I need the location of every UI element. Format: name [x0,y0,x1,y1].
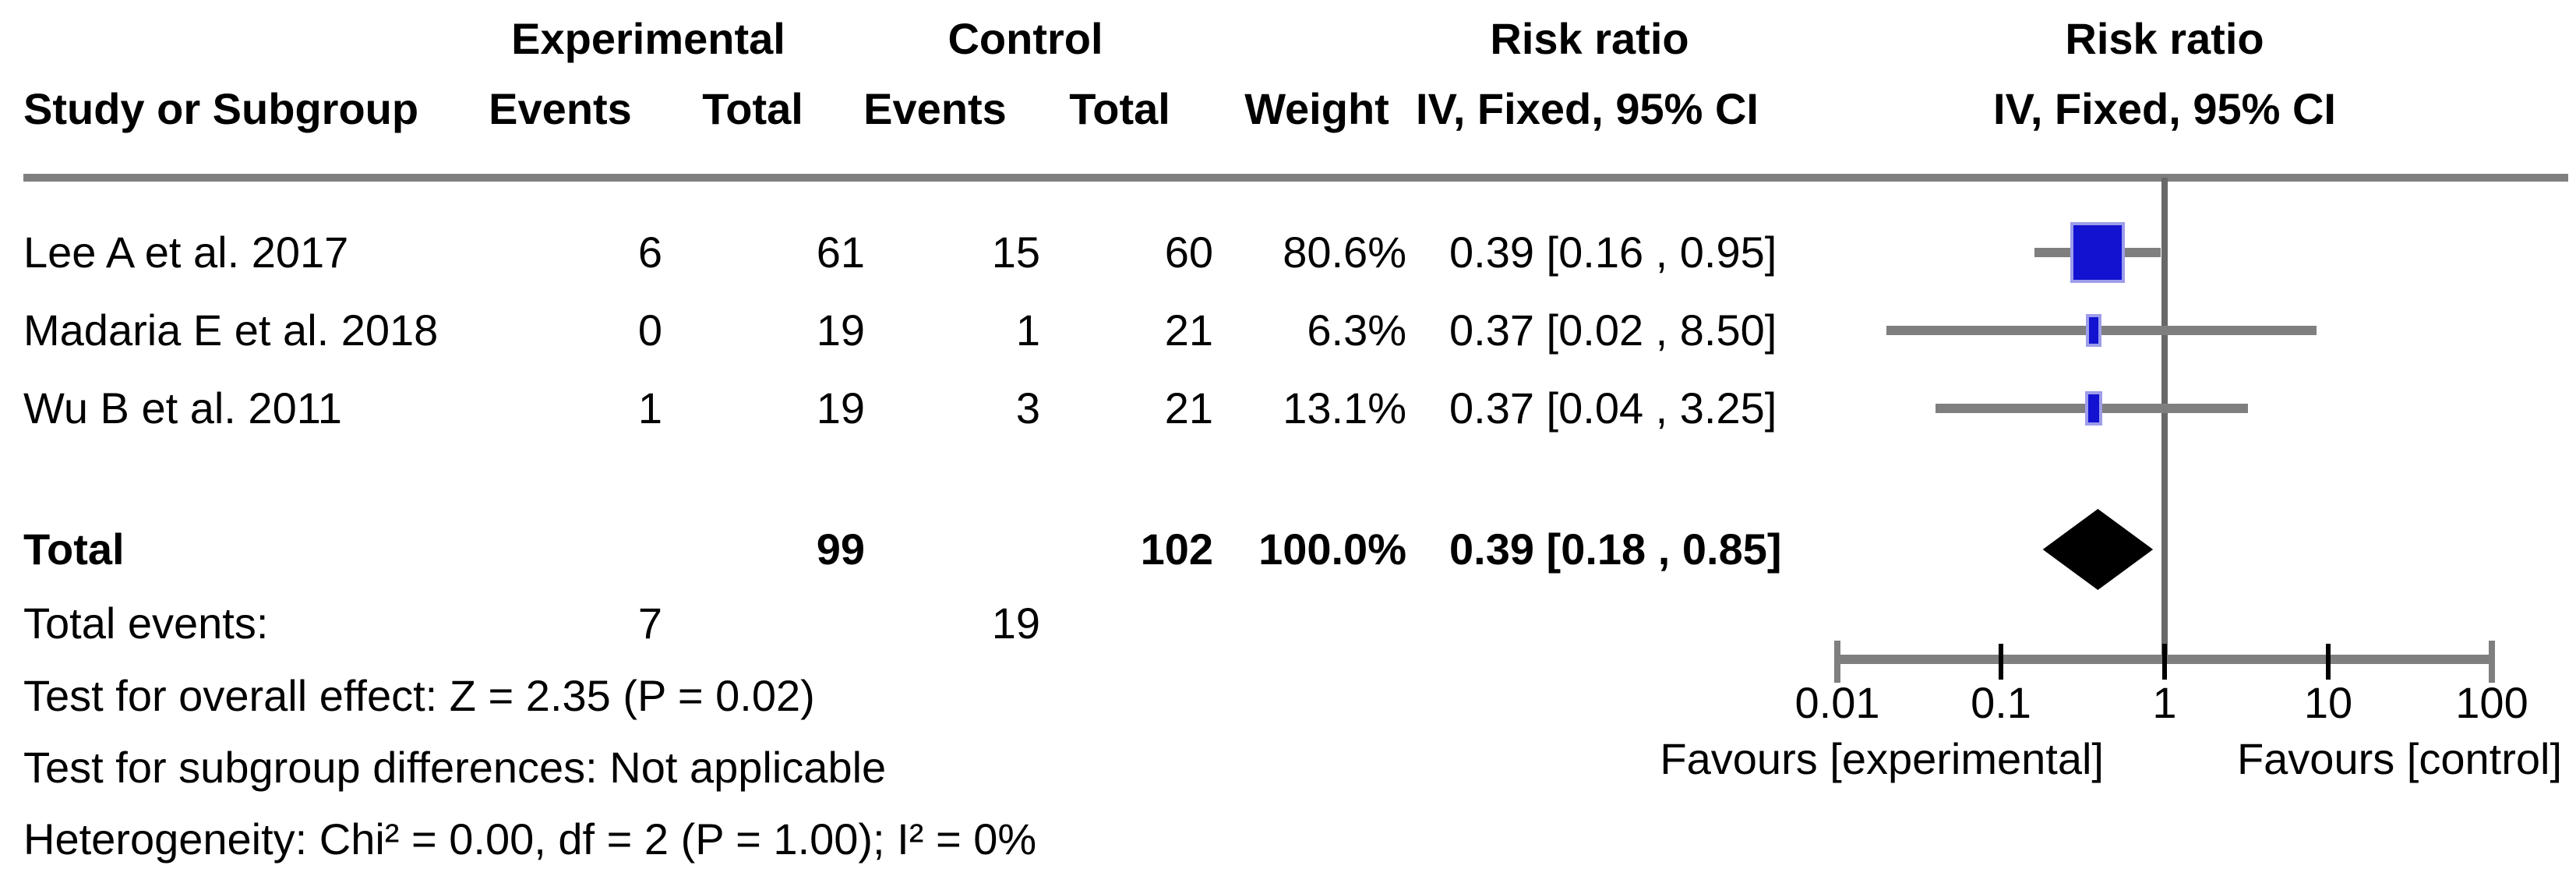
estimate-cell: 0.37 [0.02 , 8.50] [1449,306,1777,355]
axis-tick-10 [2326,644,2331,680]
axis-tick-label: 1 [2152,678,2177,727]
exp-events-cell: 1 [637,383,662,433]
study-marker [2085,391,2103,426]
col-risk-ratio-plot: Risk ratio [2065,14,2264,63]
exp-total-cell: 61 [816,228,865,277]
exp-total-cell: 19 [816,306,865,355]
col-total-experimental: Total [702,84,803,133]
study-name: Lee A et al. 2017 [23,228,349,277]
total-events-ctrl: 19 [991,599,1040,648]
study-marker [2070,222,2126,283]
col-total-control: Total [1069,84,1170,133]
axis-tick-label: 100 [2455,678,2528,727]
col-events-control: Events [863,84,1007,133]
favours-control-label: Favours [control] [2236,734,2562,783]
weight-cell: 13.1% [1283,383,1406,433]
col-method-plot: IV, Fixed, 95% CI [1993,84,2336,133]
col-risk-ratio-text: Risk ratio [1490,14,1689,63]
ctrl-total-cell: 60 [1164,228,1213,277]
estimate-cell: 0.39 [0.16 , 0.95] [1449,228,1777,277]
heterogeneity: Heterogeneity: Chi² = 0.00, df = 2 (P = … [23,814,1037,864]
axis-tick-label: 0.1 [1971,678,2031,727]
weight-cell: 80.6% [1283,228,1406,277]
axis-tick-100 [2489,641,2495,683]
exp-events-cell: 6 [637,228,662,277]
exp-events-cell: 0 [637,306,662,355]
total-ctrl-total: 102 [1140,525,1213,574]
col-weight: Weight [1244,84,1389,133]
study-marker [2086,314,2102,347]
ci-whisker [1886,326,2317,335]
col-group-experimental: Experimental [511,14,785,63]
col-group-control: Control [947,14,1103,63]
axis-tick-label: 0.01 [1794,678,1880,727]
ctrl-events-cell: 1 [1015,306,1040,355]
total-events-label: Total events: [23,599,269,648]
total-label: Total [23,525,125,574]
study-name: Madaria E et al. 2018 [23,306,439,355]
col-study: Study or Subgroup [23,84,419,133]
ctrl-total-cell: 21 [1164,306,1213,355]
study-name: Wu B et al. 2011 [23,383,342,433]
favours-experimental-label: Favours [experimental] [1660,734,2104,783]
test-subgroup-differences: Test for subgroup differences: Not appli… [23,743,887,792]
total-exp-total: 99 [816,525,865,574]
axis-tick-1 [2162,644,2167,680]
ctrl-total-cell: 21 [1164,383,1213,433]
col-events-experimental: Events [489,84,632,133]
weight-cell: 6.3% [1307,306,1406,355]
ctrl-events-cell: 15 [991,228,1040,277]
header-divider [23,174,2568,182]
axis-tick-0.01 [1834,641,1840,683]
total-events-exp: 7 [637,599,662,648]
axis-tick-label: 10 [2303,678,2353,727]
estimate-cell: 0.37 [0.04 , 3.25] [1449,383,1777,433]
exp-total-cell: 19 [816,383,865,433]
test-overall-effect: Test for overall effect: Z = 2.35 (P = 0… [23,671,815,720]
summary-diamond [2042,509,2154,590]
total-estimate: 0.39 [0.18 , 0.85] [1449,525,1782,574]
axis-tick-0.1 [1999,644,2003,680]
ctrl-events-cell: 3 [1015,383,1040,433]
total-weight: 100.0% [1258,525,1406,574]
null-effect-line [2161,178,2168,655]
col-method-text: IV, Fixed, 95% CI [1416,84,1759,133]
